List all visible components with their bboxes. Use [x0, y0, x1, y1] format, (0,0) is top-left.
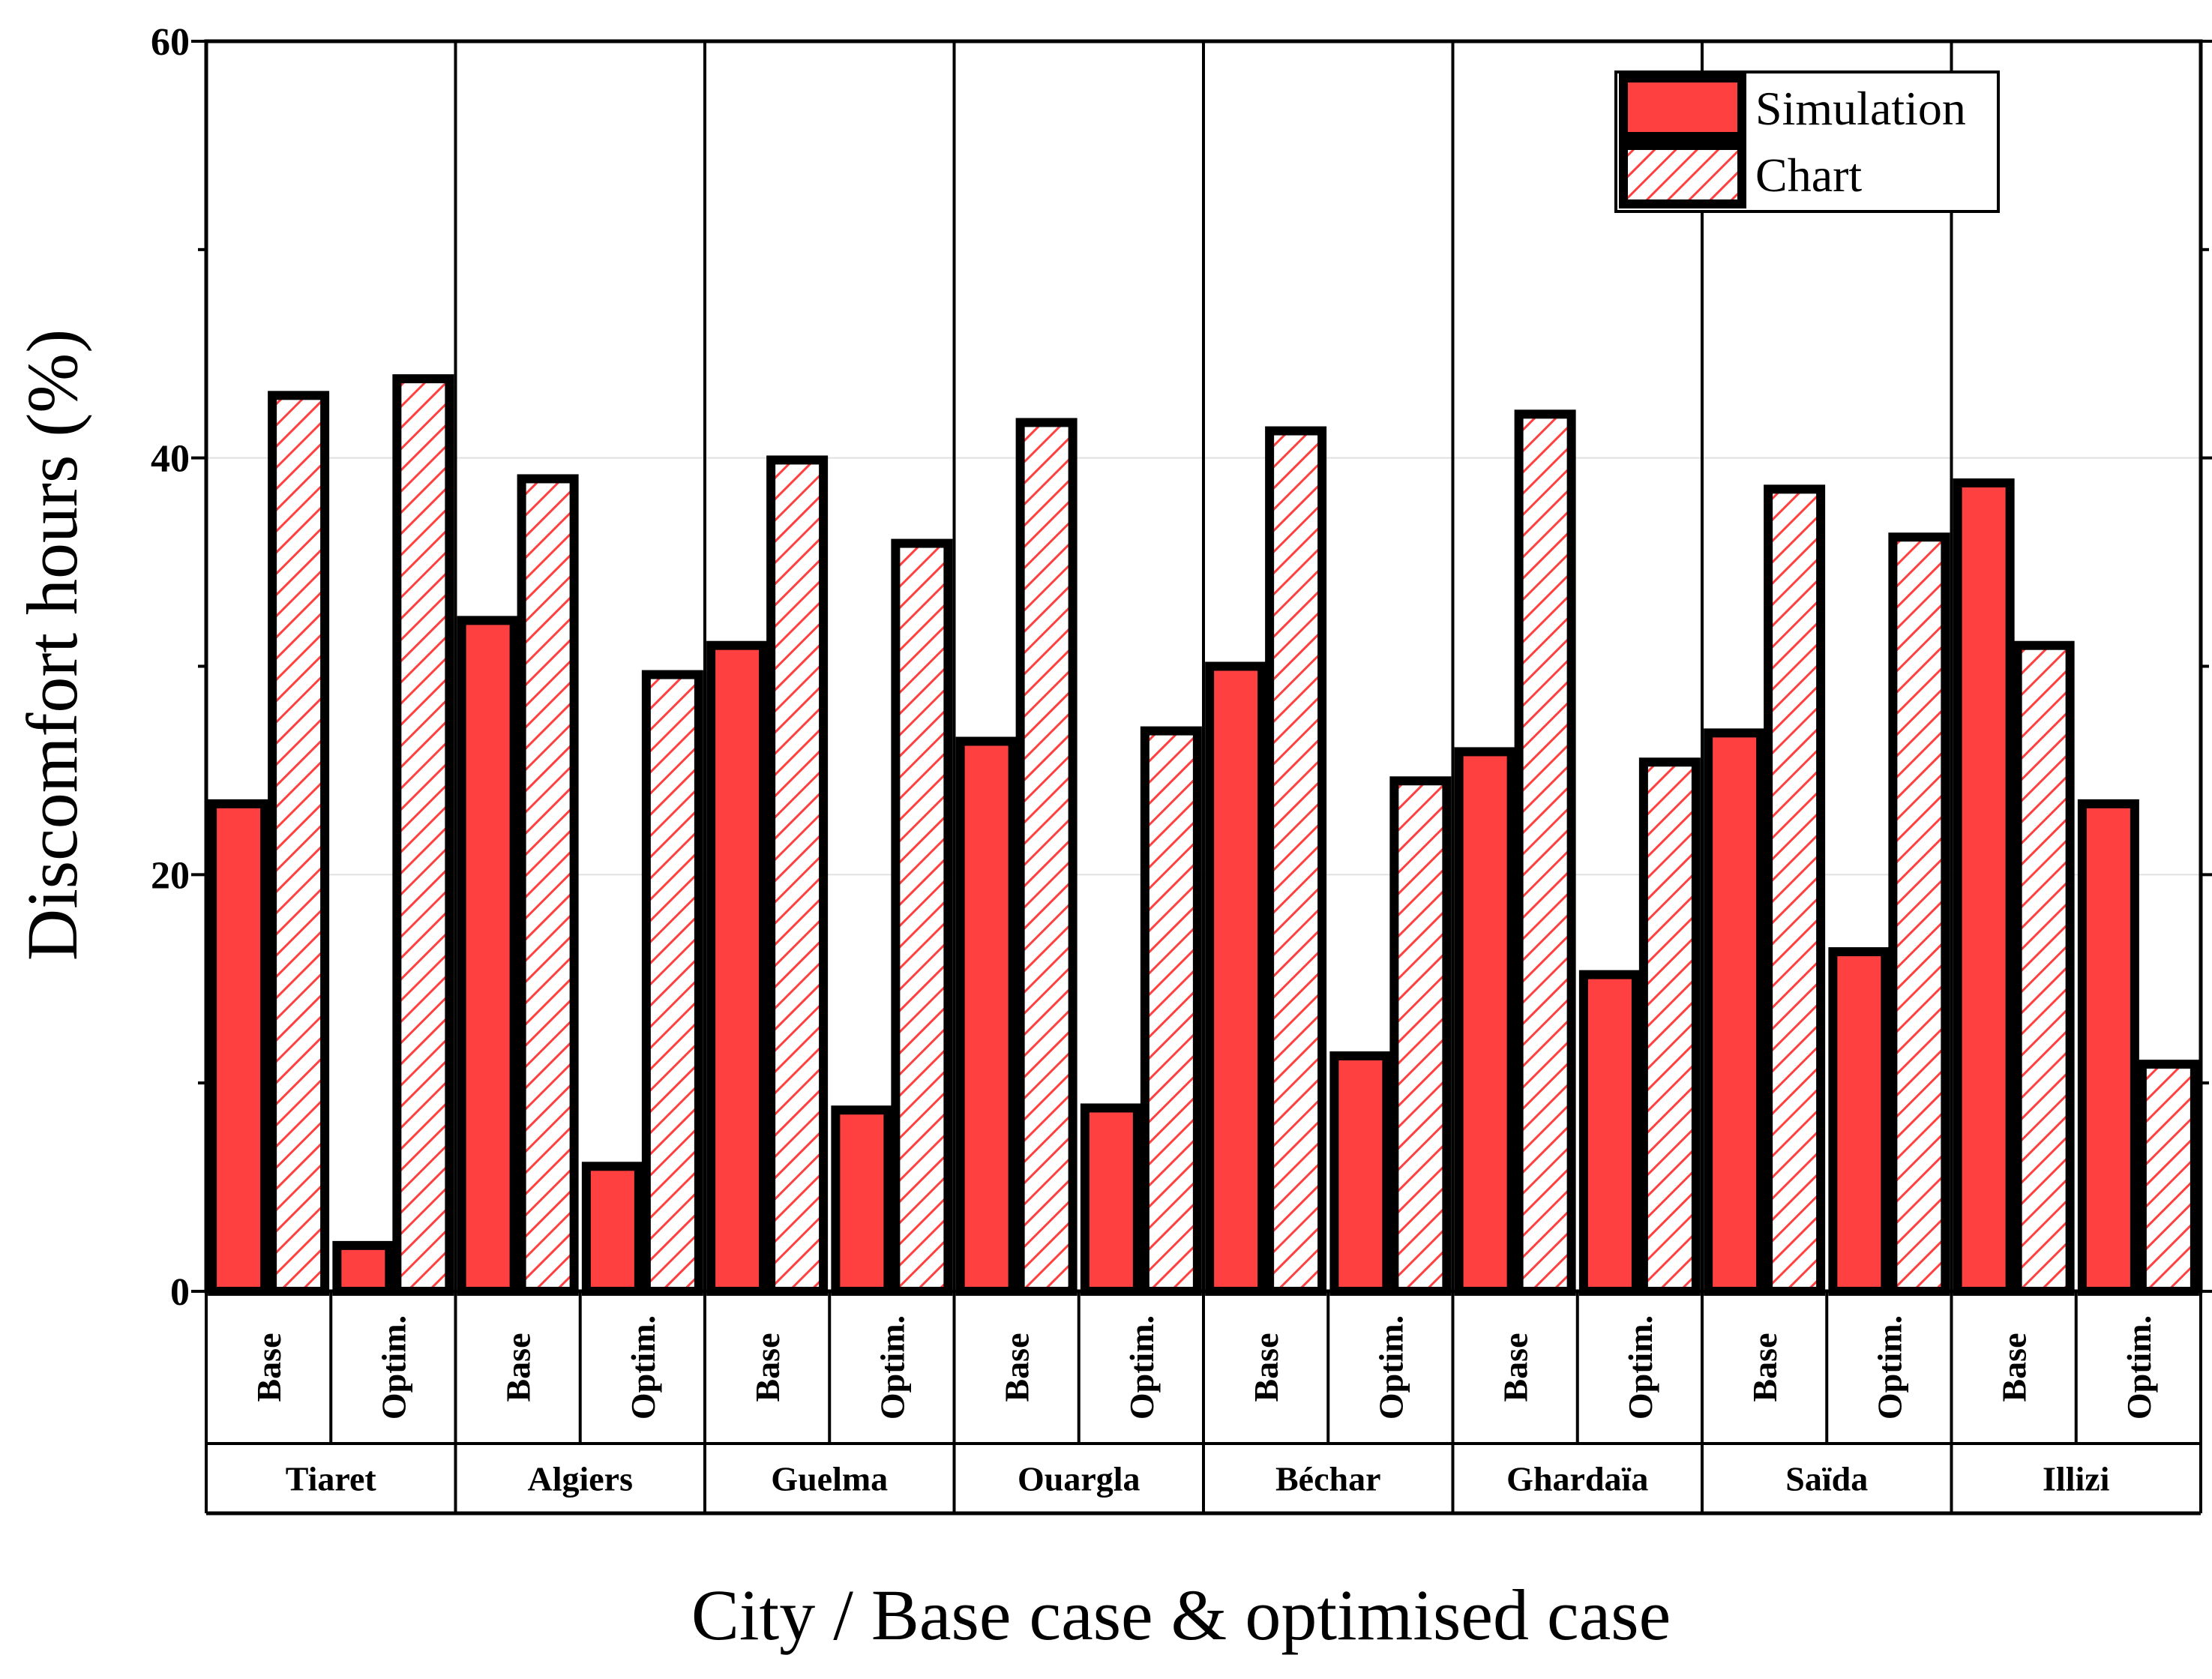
bar-chart-ouargla-base	[1015, 418, 1078, 1296]
bar-simulation-ghardaïa-optim	[1578, 970, 1641, 1297]
case-label-7-0: Base	[1995, 1333, 2034, 1402]
bar-chart-béchar-optim	[1389, 776, 1452, 1296]
y-axis-title: Discomfort hours (%)	[12, 329, 92, 961]
city-label-5: Ghardaïa	[1506, 1460, 1648, 1498]
y-tick-label-40: 40	[151, 438, 190, 481]
case-label-1-0: Base	[499, 1333, 538, 1402]
city-label-4: Béchar	[1275, 1460, 1381, 1498]
bar-simulation-guelma-optim	[831, 1105, 893, 1297]
bar-simulation-saïda-optim	[1828, 947, 1890, 1297]
city-label-2: Guelma	[771, 1460, 888, 1498]
bars-layer	[208, 374, 2199, 1297]
case-label-3-1: Optim.	[1122, 1315, 1161, 1420]
legend-swatch-simulation	[1619, 73, 1746, 141]
x-axis-table: Base Optim. Tiaret Base Optim. Algiers Base Opt…	[205, 1291, 2202, 1516]
city-label-3: Ouargla	[1018, 1460, 1140, 1498]
legend: Simulation Chart	[1614, 70, 2000, 213]
y-axis: 0 20 40 60	[151, 21, 2212, 1314]
case-label-1-1: Optim.	[624, 1315, 662, 1420]
bar-simulation-ouargla-base	[955, 736, 1018, 1296]
legend-swatch-chart	[1619, 141, 1746, 208]
x-axis-title: City / Base case & optimised case	[691, 1575, 1671, 1655]
bar-simulation-ouargla-optim	[1080, 1103, 1142, 1297]
case-label-4-0: Base	[1247, 1333, 1285, 1402]
bar-simulation-ghardaïa-base	[1454, 747, 1516, 1296]
bar-simulation-béchar-base	[1205, 661, 1267, 1296]
bar-chart-algiers-optim	[641, 670, 703, 1296]
bar-chart-béchar-base	[1265, 426, 1327, 1296]
case-label-2-0: Base	[748, 1333, 787, 1402]
y-tick-label-20: 20	[151, 854, 190, 897]
bar-simulation-saïda-base	[1704, 728, 1766, 1296]
bar-chart-saïda-optim	[1888, 532, 1950, 1296]
bar-chart-guelma-base	[766, 455, 829, 1297]
case-label-7-1: Optim.	[2120, 1315, 2158, 1420]
bar-simulation-algiers-optim	[581, 1162, 643, 1297]
city-label-6: Saïda	[1785, 1460, 1868, 1498]
case-label-6-0: Base	[1746, 1333, 1784, 1402]
case-label-2-1: Optim.	[873, 1315, 911, 1420]
bar-chart-saïda-base	[1764, 484, 1826, 1296]
legend-label-simulation: Simulation	[1755, 82, 1966, 135]
case-label-3-0: Base	[998, 1333, 1036, 1402]
bar-chart-illizi-base	[2013, 640, 2075, 1296]
bar-simulation-illizi-base	[1953, 478, 2015, 1296]
case-label-6-1: Optim.	[1870, 1315, 1908, 1420]
bar-chart-guelma-optim	[891, 538, 953, 1296]
bar-chart-ghardaïa-optim	[1638, 757, 1701, 1296]
bar-chart-ghardaïa-base	[1514, 409, 1576, 1296]
city-label-1: Algiers	[527, 1460, 633, 1498]
legend-label-chart: Chart	[1755, 148, 1862, 202]
bar-chart-ouargla-optim	[1140, 726, 1202, 1296]
bar-simulation-guelma-base	[706, 640, 769, 1296]
bar-chart-algiers-base	[517, 474, 579, 1297]
city-label-7: Illizi	[2043, 1460, 2110, 1498]
bar-simulation-béchar-optim	[1329, 1051, 1392, 1296]
case-label-5-1: Optim.	[1621, 1315, 1659, 1420]
bar-simulation-tiaret-base	[208, 799, 270, 1296]
case-label-5-0: Base	[1497, 1333, 1535, 1402]
bar-simulation-algiers-base	[457, 616, 519, 1296]
bar-simulation-illizi-optim	[2077, 799, 2139, 1296]
case-label-0-0: Base	[250, 1333, 288, 1402]
bar-chart-tiaret-base	[268, 391, 330, 1296]
bar-chart-tiaret-optim	[392, 374, 454, 1297]
bar-simulation-tiaret-optim	[332, 1240, 394, 1297]
city-label-0: Tiaret	[286, 1460, 377, 1498]
case-label-0-1: Optim.	[374, 1315, 412, 1420]
case-label-4-1: Optim.	[1371, 1315, 1410, 1420]
y-tick-label-0: 0	[170, 1271, 190, 1314]
bar-chart-illizi-optim	[2137, 1060, 2199, 1296]
y-tick-label-60: 60	[151, 21, 190, 64]
